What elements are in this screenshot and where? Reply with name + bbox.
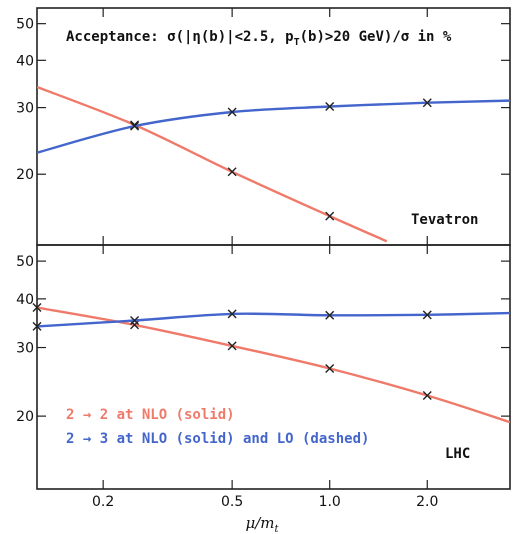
y-tick-label-bot-1: 30: [16, 341, 34, 357]
annotation-subscript: T: [294, 37, 300, 48]
data-marker-bot-0-0: [32, 303, 42, 313]
y-tick-label-bot-3: 50: [16, 254, 34, 270]
x-axis-label: μ/mt: [245, 514, 279, 534]
y-tick-label-top-2: 40: [16, 53, 34, 69]
data-marker-bot-1-3: [325, 310, 335, 320]
series-line-bot-0: [37, 306, 510, 424]
data-marker-top-1-1: [227, 107, 237, 117]
y-tick-label-top-1: 30: [16, 101, 34, 117]
x-tick-label-1: 0.5: [221, 494, 243, 510]
data-marker-bot-1-4: [422, 310, 432, 320]
series-line-top-0: [37, 85, 388, 243]
data-marker-bot-0-4: [422, 390, 432, 400]
lhc-label: LHC: [445, 446, 470, 462]
data-marker-top-0-2: [325, 211, 335, 221]
panel-bottom-frame: [36, 244, 511, 490]
legend-entry-2to3: 2 → 3 at NLO (solid) and LO (dashed): [66, 431, 369, 447]
series-line-bot-1: [37, 311, 510, 328]
data-marker-top-1-3: [422, 98, 432, 108]
tevatron-label: Tevatron: [411, 212, 478, 228]
y-tick-label-bot-0: 20: [16, 409, 34, 425]
data-marker-bot-0-3: [325, 364, 335, 374]
data-marker-top-1-0: [130, 121, 140, 131]
data-marker-bot-1-1: [130, 316, 140, 325]
x-axis-label-subscript: t: [275, 524, 280, 534]
series-line-top-1: [37, 99, 510, 154]
y-tick-label-bot-2: 40: [16, 292, 34, 308]
y-tick-label-top-0: 20: [16, 167, 34, 183]
data-marker-bot-1-2: [227, 309, 237, 319]
x-tick-label-0: 0.2: [92, 494, 114, 510]
acceptance-annotation: Acceptance: σ(|η(b)|<2.5, pT(b)>20 GeV)/…: [66, 29, 452, 48]
data-marker-bot-1-0: [32, 321, 42, 331]
legend-entry-2to2: 2 → 2 at NLO (solid): [66, 407, 235, 423]
x-tick-label-3: 2.0: [416, 494, 438, 510]
x-tick-label-2: 1.0: [319, 494, 341, 510]
data-marker-top-0-1: [227, 167, 237, 177]
lhc-panel: 20 30 40 50 0.2 0.5 1.0 2.0: [16, 245, 510, 510]
data-marker-top-1-2: [325, 102, 335, 111]
tevatron-panel: 20 30 40 50: [16, 8, 510, 245]
y-tick-label-top-3: 50: [16, 17, 34, 33]
data-marker-bot-0-2: [227, 341, 237, 351]
